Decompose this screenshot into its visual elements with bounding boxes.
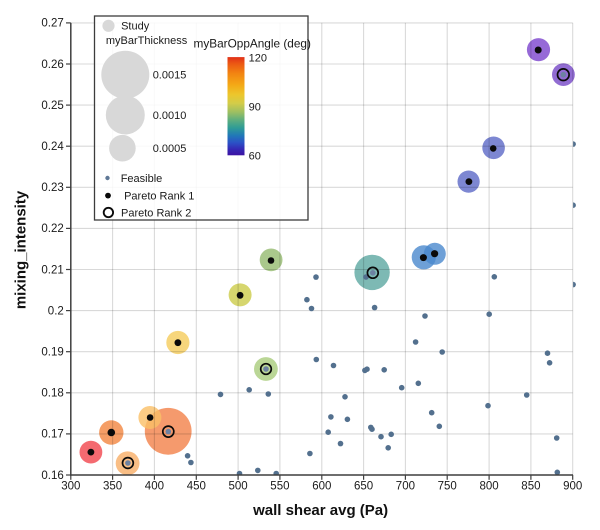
svg-text:0.2: 0.2 [48, 305, 64, 317]
svg-text:90: 90 [249, 102, 261, 114]
svg-text:0.23: 0.23 [41, 182, 63, 194]
svg-text:0.25: 0.25 [41, 100, 63, 112]
svg-text:0.0015: 0.0015 [153, 70, 187, 82]
svg-text:0.16: 0.16 [41, 470, 63, 482]
svg-text:120: 120 [249, 53, 267, 65]
svg-text:500: 500 [229, 481, 248, 493]
svg-text:Pareto Rank 2: Pareto Rank 2 [121, 207, 191, 219]
svg-text:0.0010: 0.0010 [153, 110, 187, 122]
svg-text:0.26: 0.26 [41, 59, 63, 71]
svg-text:550: 550 [270, 481, 289, 493]
svg-text:Feasible: Feasible [121, 173, 163, 185]
svg-text:450: 450 [187, 481, 206, 493]
svg-text:0.17: 0.17 [41, 429, 63, 441]
svg-text:myBarThickness: myBarThickness [106, 35, 188, 47]
svg-text:900: 900 [563, 481, 582, 493]
svg-text:0.22: 0.22 [41, 223, 63, 235]
svg-text:0.0005: 0.0005 [153, 143, 187, 155]
svg-text:0.18: 0.18 [41, 388, 63, 400]
svg-text:350: 350 [103, 481, 122, 493]
svg-text:60: 60 [249, 151, 261, 163]
svg-text:wall shear avg (Pa): wall shear avg (Pa) [252, 502, 388, 519]
svg-text:300: 300 [61, 481, 80, 493]
svg-text:0.21: 0.21 [41, 264, 63, 276]
svg-text:600: 600 [312, 481, 331, 493]
svg-text:0.19: 0.19 [41, 347, 63, 359]
svg-text:0.27: 0.27 [41, 18, 63, 30]
svg-text:850: 850 [521, 481, 540, 493]
svg-text:700: 700 [396, 481, 415, 493]
svg-text:myBarOppAngle (deg): myBarOppAngle (deg) [194, 36, 311, 50]
svg-text:0.24: 0.24 [41, 141, 64, 153]
svg-text:Pareto Rank 1: Pareto Rank 1 [124, 190, 194, 202]
svg-text:650: 650 [354, 481, 373, 493]
svg-text:750: 750 [438, 481, 457, 493]
svg-text:400: 400 [145, 481, 164, 493]
svg-text:mixing_intensity: mixing_intensity [13, 190, 30, 309]
svg-text:Study: Study [121, 21, 150, 33]
svg-text:800: 800 [480, 481, 499, 493]
